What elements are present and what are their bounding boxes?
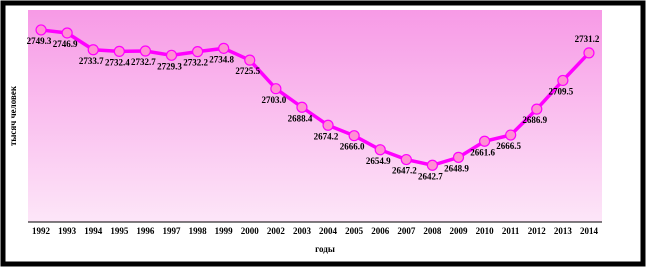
marker [322, 119, 334, 131]
data-label: 2666.5 [496, 141, 521, 151]
data-label: 2661.6 [470, 147, 495, 157]
marker [531, 103, 543, 115]
data-label: 2642.7 [418, 171, 443, 181]
marker [244, 54, 256, 66]
marker [583, 47, 595, 59]
x-tick-label: 1997 [163, 226, 182, 236]
data-label: 2733.7 [79, 56, 104, 66]
x-tick-label: 1996 [136, 226, 155, 236]
x-tick-label: 2000 [241, 226, 260, 236]
x-tick-label: 2011 [502, 226, 520, 236]
data-label: 2654.9 [366, 156, 391, 166]
data-label: 2647.2 [392, 166, 417, 176]
x-tick-label: 2012 [528, 226, 547, 236]
data-label: 2688.4 [288, 113, 313, 123]
x-tick-label: 2002 [267, 226, 286, 236]
marker [139, 45, 152, 57]
data-label: 2746.9 [53, 39, 78, 49]
marker [191, 46, 204, 58]
marker [35, 24, 47, 36]
marker [296, 101, 308, 113]
marker [87, 44, 99, 56]
marker [348, 130, 360, 142]
line [40, 28, 591, 168]
marker [426, 159, 439, 171]
data-label: 2732.4 [105, 57, 130, 67]
data-label: 2666.0 [340, 142, 365, 152]
x-axis-label: годы [315, 244, 335, 254]
data-label: 2725.5 [235, 66, 260, 76]
x-tick-label: 2005 [345, 226, 364, 236]
data-label: 2731.2 [575, 34, 600, 44]
marker [452, 151, 465, 163]
x-tick-label: 1992 [32, 226, 51, 236]
marker [400, 153, 412, 166]
x-tick-label: 1994 [84, 226, 103, 236]
data-label: 2703.0 [261, 95, 286, 105]
data-label: 2686.9 [522, 115, 547, 125]
x-tick-label: 1999 [215, 226, 234, 236]
x-tick-label: 2013 [554, 226, 573, 236]
marker [218, 42, 230, 54]
x-tick-label: 2010 [476, 226, 495, 236]
marker [61, 27, 73, 39]
data-label: 2729.3 [157, 61, 182, 71]
marker [505, 129, 517, 141]
data-label: 2674.2 [314, 131, 339, 141]
x-tick-label: 1995 [110, 226, 129, 236]
data-label: 2749.3 [27, 36, 52, 46]
x-tick-label: 2014 [580, 226, 599, 236]
x-tick-label: 2004 [319, 226, 338, 236]
x-tick-label: 2006 [371, 226, 390, 236]
data-label: 2648.9 [444, 163, 469, 173]
marker [165, 49, 178, 61]
x-tick-label: 1998 [189, 226, 208, 236]
data-label: 2732.2 [183, 58, 208, 68]
x-tick-label: 2003 [293, 226, 312, 236]
marker [270, 83, 282, 95]
data-label: 2709.5 [548, 87, 573, 97]
data-label: 2734.8 [209, 54, 234, 64]
marker [478, 135, 491, 147]
data-label: 2732.7 [131, 57, 156, 67]
marker [557, 74, 569, 87]
x-tick-label: 1993 [58, 226, 77, 236]
marker [113, 45, 125, 57]
x-tick-label: 2009 [450, 226, 469, 236]
marker [374, 144, 386, 156]
x-tick-label: 2008 [423, 226, 442, 236]
x-tick-label: 2007 [397, 226, 416, 236]
y-axis-label: тысяч человек [8, 85, 18, 146]
